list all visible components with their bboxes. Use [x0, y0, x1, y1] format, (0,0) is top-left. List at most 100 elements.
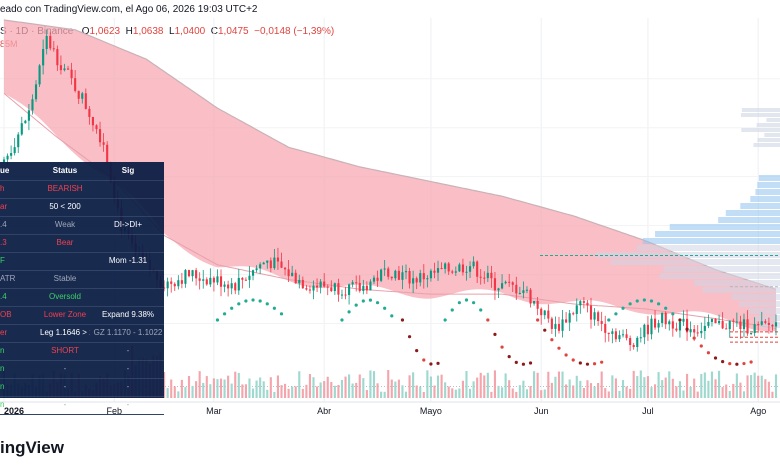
candle-body	[760, 321, 763, 325]
candle-body	[358, 282, 361, 291]
volume-bar	[170, 379, 173, 398]
table-row: F Mom -1.31	[0, 252, 164, 270]
volume-bar	[394, 381, 397, 398]
table-row: n SHORT -	[0, 342, 164, 360]
table-row-separator	[0, 324, 164, 325]
table-row-separator	[0, 288, 164, 289]
table-cell: -	[126, 364, 130, 373]
candle-body	[678, 321, 682, 331]
time-axis: 2026 Feb Mar Abr Mayo Jun Jul Ago	[0, 401, 780, 416]
candle-body	[767, 322, 770, 325]
table-row-separator	[0, 306, 164, 307]
volume-bar	[294, 386, 297, 398]
candle-body	[91, 116, 95, 126]
indicator-dot	[230, 306, 234, 310]
candle-body	[319, 281, 322, 288]
candle-body	[639, 337, 642, 339]
table-cell: er	[0, 328, 8, 337]
candle-body	[518, 292, 521, 294]
indicator-dot	[642, 298, 646, 302]
candle-body	[682, 318, 685, 322]
tradingview-logo: ingView	[0, 438, 64, 457]
table-cell: -	[126, 382, 130, 391]
candle-body	[718, 321, 721, 324]
volume-bar	[298, 371, 301, 398]
table-cell: .4	[0, 220, 7, 229]
candle-body	[572, 313, 575, 315]
volume-bar	[614, 378, 617, 398]
volume-bar	[283, 383, 287, 398]
candle-body	[333, 283, 336, 292]
candle-body	[316, 285, 319, 288]
volume-bar	[543, 389, 546, 398]
volume-bar	[504, 373, 507, 398]
candle-body	[251, 270, 255, 276]
candle-body	[714, 318, 717, 324]
volume-bar	[657, 372, 660, 398]
candle-body	[380, 269, 383, 281]
volume-bar	[191, 385, 194, 398]
candle-body	[604, 323, 607, 333]
candle-body	[454, 271, 457, 273]
indicator-dot	[450, 308, 454, 312]
indicator-dot	[500, 345, 504, 349]
volume-bar	[586, 380, 589, 398]
candle-body	[212, 277, 215, 283]
candle-body	[276, 257, 279, 262]
candle-body	[230, 283, 233, 289]
volume-bar	[693, 378, 696, 398]
candle-body	[163, 287, 166, 289]
volume-bar	[340, 379, 344, 398]
volume-bar	[582, 387, 585, 398]
candle-body	[625, 334, 628, 339]
table-row: n--	[0, 360, 164, 378]
indicator-dot	[621, 306, 625, 310]
candle-body	[764, 321, 767, 323]
candle-body	[180, 280, 183, 284]
volume-bar	[390, 379, 393, 398]
indicator-dot	[550, 338, 554, 342]
volume-bar	[561, 371, 564, 398]
candle-body	[504, 281, 507, 284]
indicator-dot	[564, 353, 568, 357]
candle-body	[74, 78, 77, 91]
volume-bar	[195, 381, 198, 398]
candle-body	[646, 324, 649, 335]
volume-bar	[312, 377, 315, 398]
indicator-dot	[514, 360, 518, 364]
table-cell: Expand 9.38%	[101, 310, 155, 319]
volume-bar	[732, 383, 735, 398]
candle-body	[70, 69, 73, 79]
candle-body	[219, 276, 223, 287]
volume-bar	[625, 386, 628, 398]
candle-body	[326, 286, 329, 288]
close-value: 1,0475	[218, 26, 249, 37]
volume-bar	[511, 388, 514, 398]
indicator-dot	[354, 303, 358, 307]
volume-bar	[607, 391, 610, 398]
volume-bar	[668, 371, 671, 398]
candle-body	[750, 333, 753, 335]
candle-body	[650, 318, 653, 335]
indicator-dot	[368, 298, 373, 302]
volume-bar	[369, 370, 372, 398]
volume-bar	[465, 371, 468, 398]
candle-body	[223, 284, 226, 287]
volume-bar	[536, 372, 539, 398]
candle-body	[579, 301, 582, 306]
volume-bar	[685, 373, 689, 398]
table-row: OB Lower Zone Expand 9.38%	[0, 306, 164, 324]
candle-body	[170, 281, 173, 284]
profile-bar	[731, 294, 780, 300]
table-row-separator	[0, 270, 164, 271]
candle-body	[63, 68, 66, 71]
volume-bar	[301, 388, 304, 398]
candle-body	[209, 277, 212, 285]
table-cell: n	[0, 382, 5, 391]
candle-body	[337, 283, 340, 295]
table-cell: ATR	[0, 274, 16, 283]
volume-bar	[184, 387, 187, 398]
volume-bar	[479, 372, 482, 398]
volume-bar	[696, 391, 699, 398]
